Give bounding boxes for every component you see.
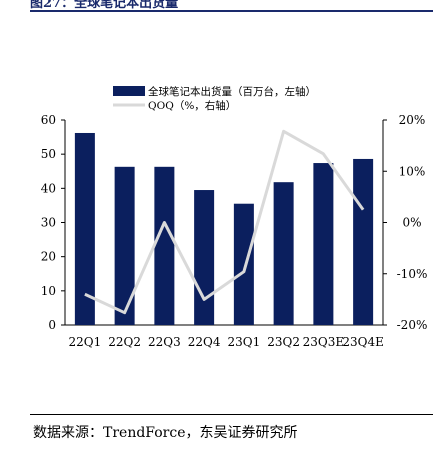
legend-bar-swatch: [113, 86, 145, 96]
x-tick-label: 22Q3: [148, 335, 181, 349]
x-tick-label: 23Q1: [228, 335, 261, 349]
left-tick-label: 50: [41, 147, 56, 161]
left-tick-label: 20: [41, 250, 56, 264]
left-tick-label: 30: [41, 216, 56, 230]
chart: 全球笔记本出货量（百万台，左轴） QOQ（%，右轴） 0 10 20 30 40 50 60…: [41, 85, 428, 349]
x-tick-label: 22Q4: [188, 335, 221, 349]
bar: [273, 182, 294, 325]
bar: [233, 203, 254, 325]
axes: 0 10 20 30 40 50 60 -20% -10% 0% 10% 20%: [41, 113, 428, 332]
top-divider: [30, 10, 433, 12]
legend-bar-label: 全球笔记本出货量（百万台，左轴）: [148, 85, 316, 98]
x-tick-label: 22Q1: [69, 335, 102, 349]
legend-line-label: QOQ（%，右轴）: [148, 99, 236, 112]
left-tick-label: 10: [41, 284, 56, 298]
bar: [74, 132, 95, 325]
source-note: 数据来源：TrendForce，东吴证券研究所: [33, 425, 298, 441]
bar: [313, 163, 334, 325]
qoq-line: [84, 129, 365, 315]
bar: [194, 190, 215, 325]
left-tick-label: 60: [41, 113, 56, 127]
right-tick-label: 0%: [402, 216, 421, 230]
legend: 全球笔记本出货量（百万台，左轴） QOQ（%，右轴）: [113, 85, 316, 112]
left-tick-label: 40: [41, 181, 56, 195]
x-tick-label: 22Q2: [108, 335, 141, 349]
x-tick-label: 23Q3E: [303, 335, 345, 349]
right-tick-label: -10%: [397, 267, 428, 281]
right-tick-label: -20%: [397, 318, 428, 332]
bar: [154, 166, 175, 325]
right-tick-label: 20%: [399, 113, 426, 127]
x-tick-label: 23Q4E: [342, 335, 384, 349]
qoq-line-series: [84, 129, 365, 315]
right-tick-label: 10%: [399, 164, 426, 178]
bar: [353, 158, 374, 325]
x-tick-label: 23Q2: [267, 335, 300, 349]
figure-title: 图27：全球笔记本出货量: [30, 0, 179, 11]
left-tick-label: 0: [48, 318, 56, 332]
bar: [114, 166, 135, 325]
bottom-divider: [30, 414, 433, 415]
